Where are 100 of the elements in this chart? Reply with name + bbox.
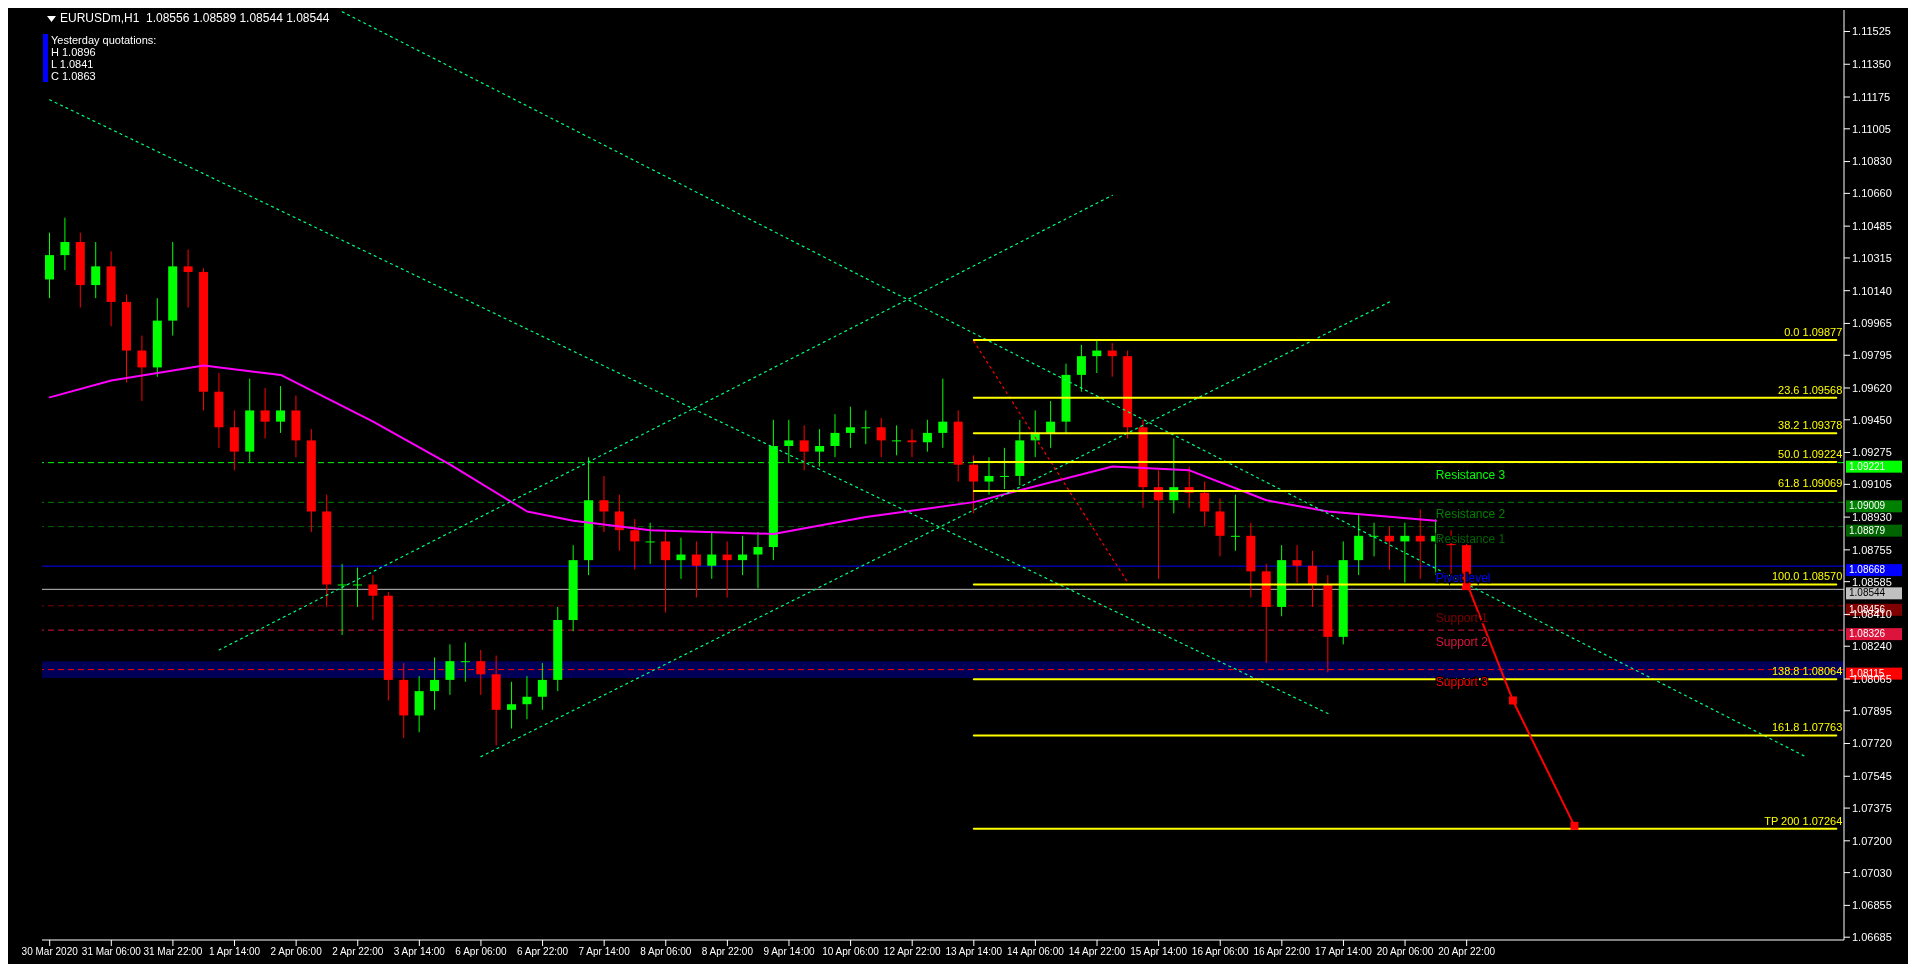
y-tick-label: 1.07545 <box>1852 770 1892 783</box>
candlestick <box>876 417 886 458</box>
candlestick <box>922 419 932 453</box>
x-tick-label: 31 Mar 06:00 <box>81 946 142 958</box>
x-tick-label: 3 Apr 14:00 <box>393 946 446 958</box>
y-tick-label: 1.11525 <box>1852 25 1891 38</box>
x-tick-label: 12 Apr 22:00 <box>883 946 941 958</box>
annotation: Resistance 3 <box>1435 467 1506 482</box>
x-tick-label: 17 Apr 14:00 <box>1315 946 1373 958</box>
candlestick <box>430 656 440 711</box>
y-tick-label: 1.09450 <box>1852 413 1892 426</box>
candlestick <box>830 413 840 458</box>
y-tick-label: 1.11005 <box>1852 122 1891 135</box>
candlestick <box>630 518 640 570</box>
x-tick-label: 2 Apr 22:00 <box>332 946 384 958</box>
x-tick-label: 10 Apr 06:00 <box>822 946 880 958</box>
point <box>1570 821 1579 830</box>
candlestick <box>476 649 486 696</box>
x-tick-label: 8 Apr 06:00 <box>640 946 692 958</box>
x-tick-label: 9 Apr 14:00 <box>763 946 815 958</box>
candlestick <box>969 454 979 514</box>
candlestick <box>938 378 948 449</box>
ref-line-label: 1.08879 <box>1849 524 1886 536</box>
candlestick <box>91 241 101 299</box>
y-tick-label: 1.09275 <box>1852 446 1892 459</box>
candlestick <box>907 428 917 458</box>
y-tick-label: 1.07375 <box>1852 801 1892 814</box>
x-tick-label: 2 Apr 06:00 <box>270 946 323 958</box>
x-tick-label: 1 Apr 14:00 <box>208 946 261 958</box>
candlestick <box>599 475 609 533</box>
annotation: Support 1 <box>1435 610 1489 625</box>
y-tick-label: 1.09965 <box>1852 317 1892 330</box>
candlestick <box>892 424 902 456</box>
x-tick-label: 30 Mar 2020 <box>21 946 79 958</box>
candlestick <box>1369 522 1379 557</box>
candlestick <box>353 567 363 608</box>
point <box>1508 696 1517 705</box>
y-tick-label: 1.07720 <box>1852 737 1892 750</box>
annotation: 61.8 1.09069 <box>1778 477 1843 490</box>
annotation: 0.0 1.09877 <box>1784 325 1843 338</box>
candlestick <box>661 529 671 614</box>
candlestick <box>707 531 717 580</box>
candlestick <box>368 574 378 621</box>
candlestick <box>445 643 455 696</box>
candlestick <box>753 531 763 589</box>
y-tick-label: 1.06685 <box>1852 931 1892 944</box>
annotation: 161.8 1.07763 <box>1771 721 1843 734</box>
annotation: Resistance 2 <box>1435 507 1506 522</box>
y-tick-label: 1.08240 <box>1852 640 1892 653</box>
ref-line-label: 1.08544 <box>1849 587 1886 599</box>
candlestick <box>614 494 624 552</box>
y-tick-label: 1.10140 <box>1852 284 1892 297</box>
candlestick <box>1230 494 1240 552</box>
annotation: 38.2 1.09378 <box>1778 419 1843 432</box>
y-tick-label: 1.07200 <box>1852 834 1892 847</box>
annotation: 50.0 1.09224 <box>1778 448 1843 461</box>
candlestick <box>260 387 270 440</box>
y-tick-label: 1.10315 <box>1852 251 1892 264</box>
y-tick-label: 1.09105 <box>1852 478 1892 491</box>
candlestick <box>337 563 347 636</box>
y-tick-label: 1.11175 <box>1852 90 1891 103</box>
candlestick <box>460 641 470 683</box>
y-tick-label: 1.07030 <box>1852 866 1892 879</box>
candlestick <box>276 385 286 434</box>
candlestick <box>999 447 1009 490</box>
x-tick-label: 7 Apr 14:00 <box>578 946 631 958</box>
x-tick-label: 14 Apr 22:00 <box>1068 946 1126 958</box>
y-tick-label: 1.09620 <box>1852 381 1892 394</box>
annotation: Support 2 <box>1435 635 1489 650</box>
x-tick-label: 13 Apr 14:00 <box>945 946 1003 958</box>
candlestick <box>1200 481 1210 527</box>
x-tick-label: 20 Apr 22:00 <box>1438 946 1496 958</box>
y-tick-label: 1.07895 <box>1852 704 1892 717</box>
ref-line-label: 1.09221 <box>1849 460 1886 472</box>
x-tick-label: 31 Mar 22:00 <box>143 946 203 958</box>
candlestick <box>522 675 532 720</box>
annotation: Yesterday quotations: <box>51 34 157 46</box>
annotation: 138.8 1.08064 <box>1771 665 1843 678</box>
x-tick-label: 16 Apr 22:00 <box>1253 946 1311 958</box>
x-tick-label: 6 Apr 22:00 <box>516 946 569 958</box>
annotation: H 1.0896 <box>51 46 97 58</box>
candlestick <box>1307 550 1317 608</box>
candlestick <box>183 249 193 309</box>
candlestick <box>645 522 655 565</box>
candlestick <box>507 681 517 730</box>
chart-title: EURUSDm,H1 1.08556 1.08589 1.08544 1.08544 <box>60 11 330 25</box>
y-tick-label: 1.06855 <box>1852 899 1892 912</box>
x-tick-label: 16 Apr 06:00 <box>1191 946 1250 958</box>
x-tick-label: 14 Apr 06:00 <box>1007 946 1065 958</box>
candlestick <box>537 662 547 711</box>
annotation: L 1.0841 <box>51 58 95 70</box>
y-tick-label: 1.11350 <box>1852 58 1891 71</box>
annotation: TP 200 1.07264 <box>1764 814 1843 827</box>
x-tick-label: 6 Apr 06:00 <box>455 946 507 958</box>
x-tick-label: 20 Apr 06:00 <box>1376 946 1434 958</box>
line-series <box>48 364 1437 535</box>
y-tick-label: 1.08585 <box>1852 575 1892 588</box>
x-tick-label: 15 Apr 14:00 <box>1130 946 1188 958</box>
ref-line-label: 1.08668 <box>1849 564 1886 576</box>
candlestick <box>60 217 70 271</box>
